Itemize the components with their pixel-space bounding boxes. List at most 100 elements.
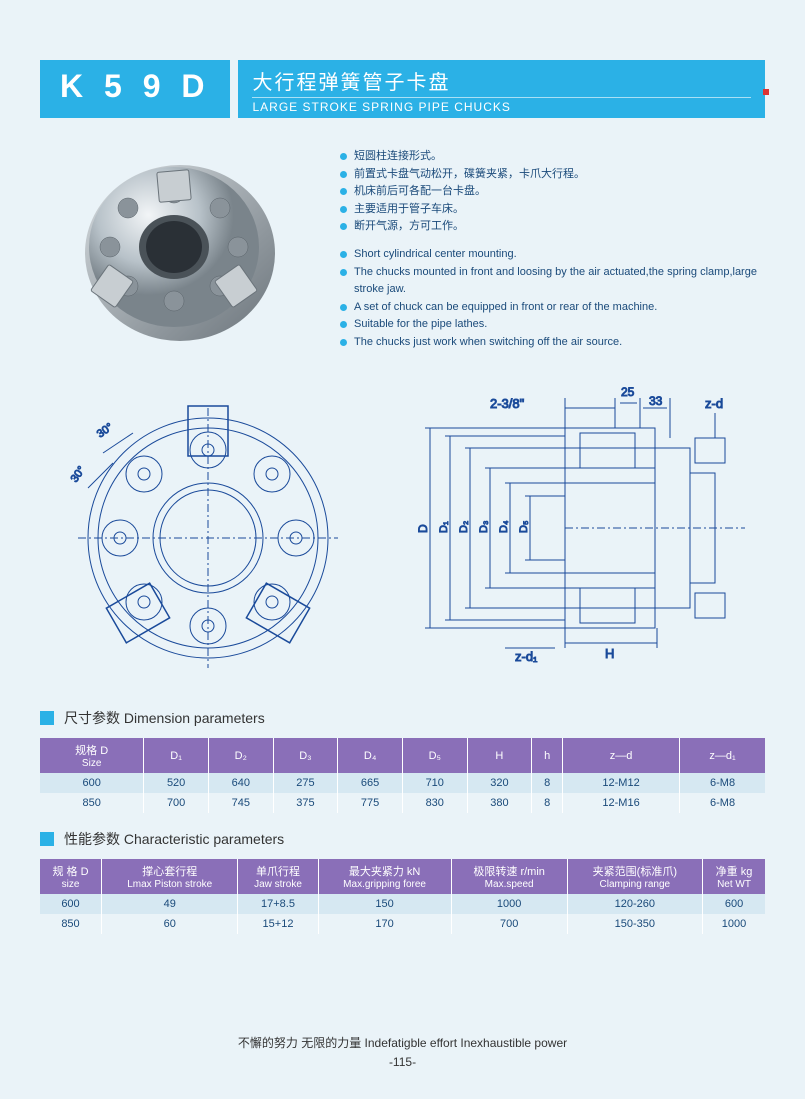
table-cell: 120-260 [567,894,702,914]
table-cell: 12-M16 [563,793,680,813]
table-cell: 49 [101,894,238,914]
dim-label: 2-3/8" [490,396,525,411]
table-cell: 275 [273,773,338,793]
table-cell: 6-M8 [680,793,765,813]
title-box: 大行程弹簧管子卡盘 LARGE STROKE SPRING PIPE CHUCK… [238,60,765,118]
table-header: D₂ [208,738,273,773]
dim-label: 25 [621,385,635,399]
table-cell: 745 [208,793,273,813]
feature-cn: 机床前后可各配一台卡盘。 [340,183,765,201]
page-number: -115- [0,1055,805,1069]
table-cell: 600 [703,894,765,914]
dim-D2: D₂ [458,521,470,533]
table-cell: 665 [338,773,403,793]
table-header: 规格 DSize [40,738,144,773]
table-cell: 600 [40,773,144,793]
front-view-icon: 30° 30° [58,388,358,668]
table-cell: 1000 [703,914,765,934]
table-cell: 850 [40,793,144,813]
dim-D4: D₄ [498,520,510,533]
feature-en: Short cylindrical center mounting. [340,246,765,264]
title-cn: 大行程弹簧管子卡盘 [252,66,751,95]
table-row: 8506015+12170700150-3501000 [40,914,765,934]
table-cell: 1000 [451,894,567,914]
feature-cn: 主要适用于管子车床。 [340,201,765,219]
header: K 5 9 D 大行程弹簧管子卡盘 LARGE STROKE SPRING PI… [40,60,765,118]
dim-D: D [416,524,430,533]
table-cell: 775 [338,793,403,813]
feature-cn: 断开气源，方可工作。 [340,218,765,236]
table-cell: 850 [40,914,101,934]
table-header: 撑心套行程Lmax Piston stroke [101,859,238,894]
table-header: 夹紧范围(标准爪)Clamping range [567,859,702,894]
table-cell: 8 [532,773,563,793]
feature-cn: 短圆柱连接形式。 [340,148,765,166]
table-cell: 710 [402,773,467,793]
features-cn-list: 短圆柱连接形式。 前置式卡盘气动松开，碟簧夹紧，卡爪大行程。 机床前后可各配一台… [340,148,765,236]
table-cell: 6-M8 [680,773,765,793]
table-header: 最大夹紧力 kNMax.gripping foree [318,859,451,894]
features-en-list: Short cylindrical center mounting. The c… [340,246,765,352]
model-code: K 5 9 D [40,60,230,118]
page: K 5 9 D 大行程弹簧管子卡盘 LARGE STROKE SPRING PI… [0,0,805,1099]
table-cell: 700 [144,793,209,813]
chuck-photo-icon [70,153,290,353]
footer: 不懈的努力 无限的力量 Indefatigble effort Inexhaus… [0,1034,805,1069]
table-header: z—d₁ [680,738,765,773]
table-cell: 8 [532,793,563,813]
dim-label: 33 [649,394,663,408]
feature-cn: 前置式卡盘气动松开，碟簧夹紧，卡爪大行程。 [340,166,765,184]
section-heading: 性能参数 Characteristic parameters [40,829,765,849]
side-view-icon: 2-3/8" 25 33 z-d D D₁ D₂ D₃ D₄ D₅ z-d₁ H [405,378,765,678]
table-header: h [532,738,563,773]
table-header: 极限转速 r/minMax.speed [451,859,567,894]
section-title: 性能参数 Characteristic parameters [64,829,284,849]
table-cell: 320 [467,773,532,793]
dim-label: z-d₁ [515,649,538,664]
table-cell: 600 [40,894,101,914]
table-cell: 170 [318,914,451,934]
table-row: 6004917+8.51501000120-260600 [40,894,765,914]
title-en: LARGE STROKE SPRING PIPE CHUCKS [252,97,751,114]
side-view-drawing: 2-3/8" 25 33 z-d D D₁ D₂ D₃ D₄ D₅ z-d₁ H [405,378,765,678]
table-header: 规 格 Dsize [40,859,101,894]
dim-D1: D₁ [438,521,450,533]
top-section: 短圆柱连接形式。 前置式卡盘气动松开，碟簧夹紧，卡爪大行程。 机床前后可各配一台… [40,148,765,358]
table-cell: 520 [144,773,209,793]
table-cell: 15+12 [238,914,318,934]
table-header: D₄ [338,738,403,773]
square-bullet-icon [40,711,54,725]
feature-en: The chucks just work when switching off … [340,334,765,352]
table-cell: 700 [451,914,567,934]
feature-en: Suitable for the pipe lathes. [340,316,765,334]
table-row: 600520640275665710320812-M126-M8 [40,773,765,793]
square-bullet-icon [40,832,54,846]
characteristic-table: 规 格 Dsize撑心套行程Lmax Piston stroke单爪行程Jaw … [40,859,765,934]
table-cell: 12-M12 [563,773,680,793]
dim-D5: D₅ [518,521,530,533]
table-cell: 150 [318,894,451,914]
drawings: 30° 30° [40,378,765,678]
table-cell: 17+8.5 [238,894,318,914]
section-heading: 尺寸参数 Dimension parameters [40,708,765,728]
red-marker-icon [763,89,769,95]
table-cell: 150-350 [567,914,702,934]
footer-slogan: 不懈的努力 无限的力量 Indefatigble effort Inexhaus… [0,1034,805,1051]
features: 短圆柱连接形式。 前置式卡盘气动松开，碟簧夹紧，卡爪大行程。 机床前后可各配一台… [340,148,765,358]
table-header: 单爪行程Jaw stroke [238,859,318,894]
table-cell: 60 [101,914,238,934]
dim-label: H [605,646,614,661]
table-header: D₁ [144,738,209,773]
feature-en: A set of chuck can be equipped in front … [340,299,765,317]
angle-label: 30° [68,464,87,485]
table-header: D₅ [402,738,467,773]
table-cell: 380 [467,793,532,813]
section-title: 尺寸参数 Dimension parameters [64,708,265,728]
product-photo [40,148,320,358]
dim-label: z-d [705,396,723,411]
angle-label: 30° [94,421,115,440]
table-header: H [467,738,532,773]
table-cell: 640 [208,773,273,793]
feature-en: The chucks mounted in front and loosing … [340,264,765,299]
table-header: z—d [563,738,680,773]
